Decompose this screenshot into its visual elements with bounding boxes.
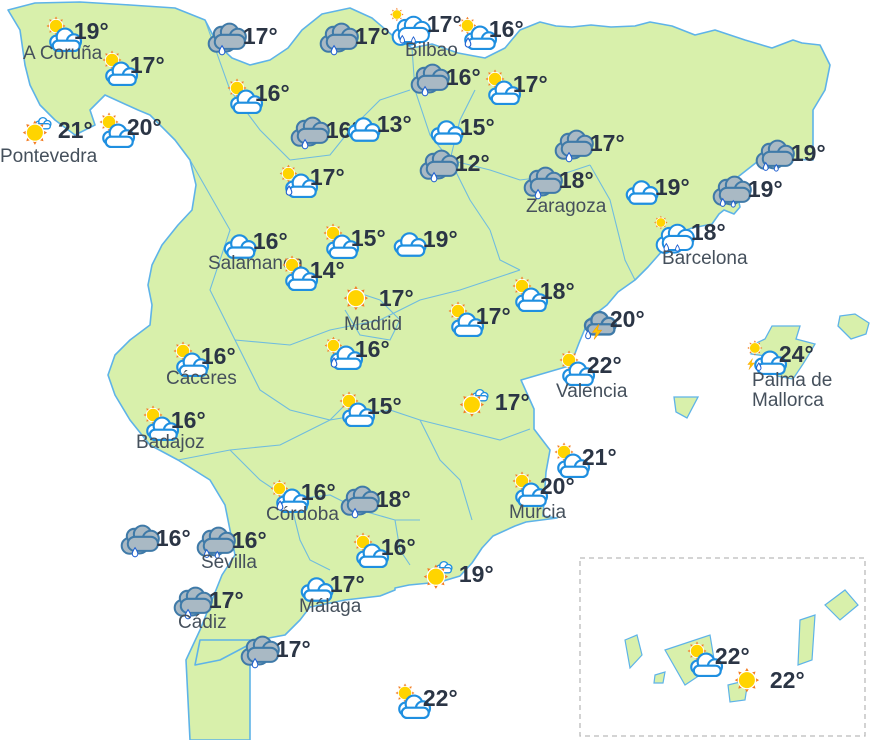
svg-text:Barcelona: Barcelona [662,248,748,269]
svg-text:17°: 17° [310,164,345,190]
svg-text:14°: 14° [310,257,345,283]
svg-text:16°: 16° [171,407,206,433]
svg-text:Cádiz: Cádiz [178,612,227,633]
svg-text:16°: 16° [255,80,290,106]
svg-text:18°: 18° [691,219,726,245]
svg-text:22°: 22° [770,667,805,693]
svg-text:19°: 19° [74,18,109,44]
svg-text:17°: 17° [379,285,414,311]
svg-text:15°: 15° [460,114,495,140]
svg-text:20°: 20° [127,114,162,140]
svg-text:15°: 15° [367,393,402,419]
svg-text:Pontevedra: Pontevedra [0,146,98,167]
svg-text:Murcia: Murcia [509,502,566,523]
svg-text:16°: 16° [232,527,267,553]
svg-text:19°: 19° [791,140,826,166]
svg-text:16°: 16° [446,64,481,90]
svg-text:17°: 17° [355,23,390,49]
svg-text:16°: 16° [201,343,236,369]
svg-text:21°: 21° [58,117,93,143]
svg-text:17°: 17° [590,130,625,156]
svg-text:19°: 19° [655,174,690,200]
svg-text:21°: 21° [582,444,617,470]
svg-text:19°: 19° [459,561,494,587]
svg-text:20°: 20° [540,473,575,499]
svg-text:24°: 24° [779,341,814,367]
svg-text:Zaragoza: Zaragoza [526,196,607,217]
svg-text:Valencia: Valencia [556,381,628,402]
svg-text:A Coruña: A Coruña [23,43,103,64]
svg-text:22°: 22° [423,685,458,711]
svg-text:16°: 16° [381,534,416,560]
svg-text:Sevilla: Sevilla [201,552,257,573]
svg-text:Málaga: Málaga [299,596,362,617]
svg-text:17°: 17° [330,571,365,597]
svg-text:17°: 17° [513,71,548,97]
svg-text:17°: 17° [495,389,530,415]
svg-text:17°: 17° [276,636,311,662]
svg-text:13°: 13° [377,111,412,137]
svg-text:Palma de: Palma de [752,370,832,391]
svg-text:Madrid: Madrid [344,314,402,335]
svg-text:Bilbao: Bilbao [405,40,458,61]
svg-text:17°: 17° [130,52,165,78]
svg-text:Córdoba: Córdoba [266,504,339,525]
svg-text:Cáceres: Cáceres [166,368,237,389]
svg-text:15°: 15° [351,225,386,251]
svg-text:Mallorca: Mallorca [752,390,824,411]
svg-text:17°: 17° [243,23,278,49]
svg-text:12°: 12° [455,150,490,176]
svg-text:16°: 16° [156,525,191,551]
svg-text:22°: 22° [587,352,622,378]
svg-text:19°: 19° [748,176,783,202]
svg-text:22°: 22° [715,643,750,669]
svg-text:Badajoz: Badajoz [136,432,205,453]
svg-text:16°: 16° [253,228,288,254]
svg-text:16°: 16° [301,479,336,505]
svg-text:16°: 16° [489,16,524,42]
svg-text:18°: 18° [376,486,411,512]
svg-text:17°: 17° [427,11,462,37]
svg-text:16°: 16° [355,336,390,362]
svg-text:19°: 19° [423,226,458,252]
svg-text:18°: 18° [540,278,575,304]
svg-text:17°: 17° [476,303,511,329]
svg-text:17°: 17° [209,587,244,613]
svg-text:20°: 20° [610,306,645,332]
svg-text:18°: 18° [559,167,594,193]
